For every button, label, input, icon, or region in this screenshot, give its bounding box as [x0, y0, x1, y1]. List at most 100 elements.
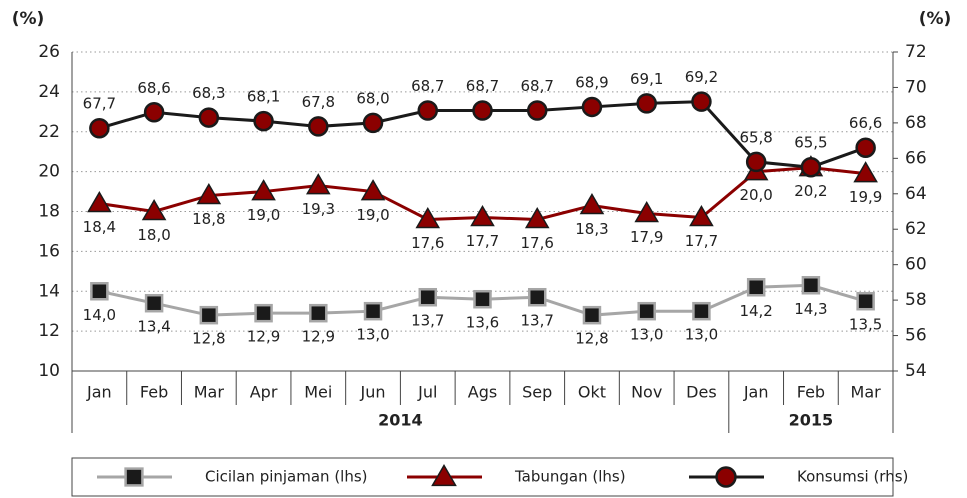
- x-tick-label: Jan: [86, 383, 112, 402]
- x-tick-label: Okt: [578, 383, 606, 402]
- marker: [689, 204, 714, 227]
- y-tick-label: 14: [38, 281, 60, 301]
- value-label: 12,8: [575, 330, 608, 348]
- value-label: 68,3: [192, 84, 225, 102]
- value-label: 68,7: [466, 77, 499, 95]
- legend-label: Konsumsi (rhs): [797, 468, 908, 486]
- y-tick-label: 10: [38, 361, 60, 381]
- marker: [527, 287, 547, 307]
- value-label: 17,9: [630, 228, 663, 246]
- value-label: 17,6: [521, 234, 554, 252]
- marker: [90, 282, 109, 301]
- value-label: 18,3: [575, 220, 608, 238]
- value-label: 19,3: [302, 200, 335, 218]
- marker: [636, 93, 657, 114]
- value-label: 69,1: [630, 70, 663, 88]
- value-label: 20,2: [794, 182, 827, 200]
- legend-marker: [715, 466, 737, 488]
- marker: [634, 200, 660, 223]
- marker: [362, 112, 384, 134]
- y2-tick-label: 54: [905, 361, 927, 381]
- legend-marker: [431, 463, 457, 487]
- value-label: 69,2: [685, 68, 718, 86]
- value-label: 18,8: [192, 210, 225, 228]
- x-tick-label: Mar: [851, 383, 882, 402]
- value-label: 12,8: [192, 330, 225, 348]
- y2-tick-label: 72: [905, 42, 927, 62]
- value-label: 65,5: [794, 134, 827, 152]
- marker: [144, 293, 164, 313]
- marker: [87, 191, 112, 213]
- value-label: 68,6: [137, 79, 170, 97]
- value-label: 66,6: [849, 114, 882, 132]
- value-label: 17,6: [411, 234, 444, 252]
- x-tick-label: Ags: [468, 383, 497, 402]
- value-label: 67,8: [302, 93, 335, 111]
- value-label: 68,0: [356, 89, 389, 107]
- marker: [253, 110, 274, 132]
- x-tick-label: Mar: [194, 383, 225, 402]
- value-label: 67,7: [83, 95, 116, 113]
- value-label: 65,8: [739, 128, 772, 146]
- y-axis-label: (%): [12, 9, 45, 29]
- marker: [637, 301, 656, 321]
- marker: [415, 206, 441, 229]
- value-label: 13,0: [685, 326, 718, 344]
- group-label: 2014: [378, 411, 423, 430]
- y2-tick-label: 68: [905, 113, 927, 133]
- value-label: 68,7: [411, 77, 444, 95]
- group-label: 2015: [789, 411, 834, 430]
- marker: [308, 116, 329, 137]
- marker: [254, 303, 273, 323]
- marker: [524, 206, 550, 229]
- value-label: 18,4: [83, 218, 116, 236]
- y2-tick-label: 70: [905, 77, 927, 97]
- value-label: 13,5: [849, 316, 882, 334]
- x-tick-label: Des: [686, 383, 717, 402]
- y-tick-label: 20: [38, 162, 60, 182]
- marker: [305, 173, 331, 195]
- marker: [856, 291, 875, 311]
- marker: [417, 100, 439, 121]
- value-label: 14,2: [739, 302, 772, 320]
- x-tick-label: Mei: [304, 383, 332, 402]
- y-tick-label: 18: [38, 202, 60, 222]
- marker: [89, 117, 110, 139]
- y-tick-label: 22: [38, 122, 60, 142]
- y2-tick-label: 56: [905, 326, 927, 346]
- value-label: 68,9: [575, 73, 608, 91]
- value-label: 68,7: [521, 77, 554, 95]
- y-tick-label: 24: [38, 82, 60, 102]
- x-tick-label: Feb: [797, 383, 825, 402]
- marker: [418, 287, 438, 307]
- y2-tick-label: 62: [905, 219, 927, 239]
- marker: [143, 102, 165, 123]
- value-label: 13,7: [521, 312, 554, 330]
- marker: [198, 107, 220, 128]
- value-label: 13,0: [356, 326, 389, 344]
- legend-marker: [124, 467, 144, 487]
- value-label: 19,9: [849, 188, 882, 206]
- y2-axis-label: (%): [919, 9, 952, 29]
- value-label: 13,7: [411, 312, 444, 330]
- y2-tick-label: 58: [905, 290, 927, 310]
- marker: [582, 305, 602, 325]
- value-label: 19,0: [356, 206, 389, 224]
- marker: [470, 204, 495, 227]
- x-tick-label: Feb: [140, 383, 168, 402]
- x-tick-label: Apr: [250, 383, 278, 402]
- legend-label: Tabungan (lhs): [514, 468, 626, 486]
- x-tick-label: Nov: [631, 383, 662, 402]
- marker: [196, 183, 222, 205]
- value-label: 68,1: [247, 88, 280, 106]
- marker: [800, 156, 822, 178]
- value-label: 14,0: [83, 306, 116, 324]
- legend-box: [71, 457, 894, 497]
- marker: [855, 137, 876, 158]
- marker: [199, 305, 219, 325]
- marker: [853, 161, 878, 183]
- marker: [473, 289, 492, 309]
- x-tick-label: Jul: [417, 383, 437, 402]
- marker: [360, 179, 386, 201]
